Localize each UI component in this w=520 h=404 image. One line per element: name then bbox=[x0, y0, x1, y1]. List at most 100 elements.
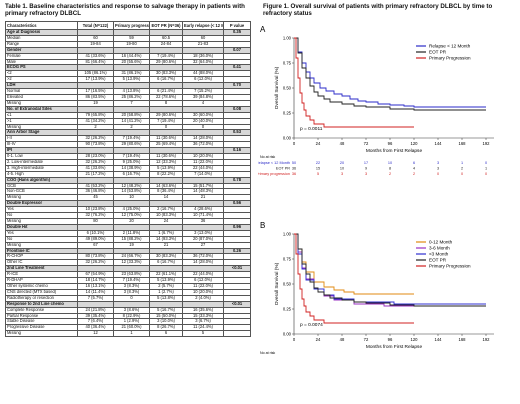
risk-table-header: No at risk bbox=[260, 155, 275, 159]
table-row: Missing 12 1 6 5 bbox=[5, 330, 251, 338]
table-section-row: Gender 0.07 bbox=[5, 46, 251, 54]
risk-count: 3 bbox=[365, 172, 367, 176]
legend-label: Relapse < 12 Month bbox=[429, 44, 471, 49]
risk-row-label: EOT PR bbox=[276, 167, 290, 171]
table-row: Progressive Disease 40 (36.4%) 21 (60.0%) 8… bbox=[5, 324, 251, 332]
panel-label: B bbox=[260, 221, 265, 230]
risk-count: 0 bbox=[437, 172, 439, 176]
risk-count: 22 bbox=[316, 161, 320, 165]
x-tick-label: 168 bbox=[459, 141, 467, 146]
table-header-cell: Total (N=122) bbox=[77, 21, 114, 30]
table-section-row: Age at Diagnosis 0.35 bbox=[5, 29, 251, 36]
y-tick-label: 0.75 bbox=[283, 257, 292, 262]
table-header-cell: Primary progression (N=36) bbox=[113, 21, 150, 30]
table-cell: 6 bbox=[149, 330, 183, 338]
x-tick-label: 96 bbox=[388, 337, 393, 342]
y-tick-label: 0.25 bbox=[283, 307, 292, 312]
risk-count: 3 bbox=[341, 172, 343, 176]
risk-count: 8 bbox=[389, 167, 391, 171]
panel-label: A bbox=[260, 25, 266, 34]
table-row: Other IC 32 (26.2%) 12 (33.3%) 6 (16.7%) 14 … bbox=[5, 259, 251, 267]
risk-count: 36 bbox=[292, 172, 296, 176]
survival-curve bbox=[294, 37, 414, 128]
risk-count: 15 bbox=[316, 167, 320, 171]
table-row: CNS directed (MTX based) 14 (11.4%) 3 (8.3… bbox=[5, 288, 251, 296]
survival-figure: A0.000.250.500.751.000 24 48 72 96 120 144 168 1… bbox=[258, 25, 494, 355]
y-axis-label: Overall Survival (%) bbox=[274, 66, 280, 109]
legend-label: 0-12 Month bbox=[429, 240, 453, 245]
p-value: p = 0.0011 bbox=[300, 126, 323, 132]
risk-count: 1 bbox=[485, 167, 487, 171]
x-tick-label: 72 bbox=[364, 141, 369, 146]
table-cell: 5 bbox=[182, 330, 224, 338]
x-tick-label: 96 bbox=[388, 141, 393, 146]
x-tick-label: 144 bbox=[435, 141, 443, 146]
table-header-cell: Characteristics bbox=[5, 21, 78, 30]
risk-count: 9 bbox=[365, 167, 367, 171]
y-tick-label: 0.00 bbox=[283, 332, 292, 337]
table-header-cell: Early relapse (< 12 Month (N=50) bbox=[182, 21, 224, 30]
x-tick-label: 48 bbox=[340, 337, 345, 342]
risk-count: 50 bbox=[292, 161, 296, 165]
p-value: p = 0.0074 bbox=[300, 322, 323, 328]
x-tick-label: 0 bbox=[293, 337, 296, 342]
baseline-table: Characteristics Total (N=122) Primary prog… bbox=[5, 21, 251, 338]
risk-count: 3 bbox=[437, 167, 439, 171]
table-cell: 1 bbox=[113, 330, 150, 338]
legend-label: Primary Progression bbox=[429, 56, 471, 61]
x-tick-label: 24 bbox=[316, 141, 321, 146]
risk-count: 4 bbox=[413, 167, 415, 171]
risk-count: 0 bbox=[461, 172, 463, 176]
y-tick-label: 0.50 bbox=[283, 282, 292, 287]
y-tick-label: 0.75 bbox=[283, 61, 292, 66]
y-tick-label: 0.00 bbox=[283, 136, 292, 141]
risk-count: 10 bbox=[388, 161, 392, 165]
x-tick-label: 192 bbox=[483, 337, 491, 342]
legend-label: Primary Progression bbox=[429, 264, 471, 269]
table-cell: 12 bbox=[77, 330, 114, 338]
legend-label: EOT PR bbox=[429, 50, 447, 55]
risk-count: 2 bbox=[413, 172, 415, 176]
legend-label: <3 Month bbox=[429, 252, 449, 257]
risk-row-label: Primary progression bbox=[258, 172, 290, 176]
x-axis-label: Months from First Relapse bbox=[366, 148, 423, 154]
table-cell: Missing bbox=[5, 330, 78, 338]
table-row: >1 41 (34.2%) 14 (41.2%) 7 (19.4%) 20 (40.0%… bbox=[5, 117, 251, 125]
x-tick-label: 120 bbox=[411, 337, 419, 342]
survival-curve bbox=[294, 233, 414, 324]
x-axis-label: Months from First Relapse bbox=[366, 344, 423, 350]
survival-curve bbox=[294, 233, 486, 305]
risk-count: 3 bbox=[437, 161, 439, 165]
risk-count: 5 bbox=[317, 172, 319, 176]
risk-count: 17 bbox=[364, 161, 368, 165]
y-tick-label: 0.50 bbox=[283, 86, 292, 91]
survival-curve bbox=[294, 233, 434, 307]
x-tick-label: 48 bbox=[340, 141, 345, 146]
risk-row-label: Relapse < 12 Month bbox=[258, 161, 290, 165]
table-section-row: 2nd Line Treatment <0.01 bbox=[5, 265, 251, 273]
risk-count: 2 bbox=[461, 167, 463, 171]
y-tick-label: 1.00 bbox=[283, 36, 292, 41]
x-tick-label: 72 bbox=[364, 337, 369, 342]
table-section-row: COO (Hans algorithm) 0.78 bbox=[5, 176, 251, 184]
table-title: Table 1. Baseline characteristics and re… bbox=[5, 3, 245, 18]
risk-count: 6 bbox=[413, 161, 415, 165]
survival-curve bbox=[294, 37, 486, 111]
risk-count: 36 bbox=[292, 167, 296, 171]
legend-label: EOT PR bbox=[429, 258, 447, 263]
y-axis-label: Overall Survival (%) bbox=[274, 262, 280, 305]
table-header-cell: EOT PR (N=36) bbox=[149, 21, 183, 30]
table-row: Range 19-84 19-80 24-84 21-83 bbox=[5, 40, 251, 48]
y-tick-label: 0.25 bbox=[283, 111, 292, 116]
table-header-cell: P value bbox=[223, 21, 251, 30]
figure-title: Figure 1. Overall survival of patients w… bbox=[263, 3, 493, 18]
legend-label: 3-6 Month bbox=[429, 246, 450, 251]
risk-table-header: No at risk bbox=[260, 351, 275, 355]
x-tick-label: 24 bbox=[316, 337, 321, 342]
risk-count: 0 bbox=[485, 161, 487, 165]
risk-count: 2 bbox=[389, 172, 391, 176]
survival-curve bbox=[294, 233, 414, 295]
table-row: Elevated 86 (83.5%) 25 (86.2%) 22 (78.6%) 39… bbox=[5, 93, 251, 101]
risk-count: 1 bbox=[461, 161, 463, 165]
table-cell bbox=[223, 330, 251, 338]
